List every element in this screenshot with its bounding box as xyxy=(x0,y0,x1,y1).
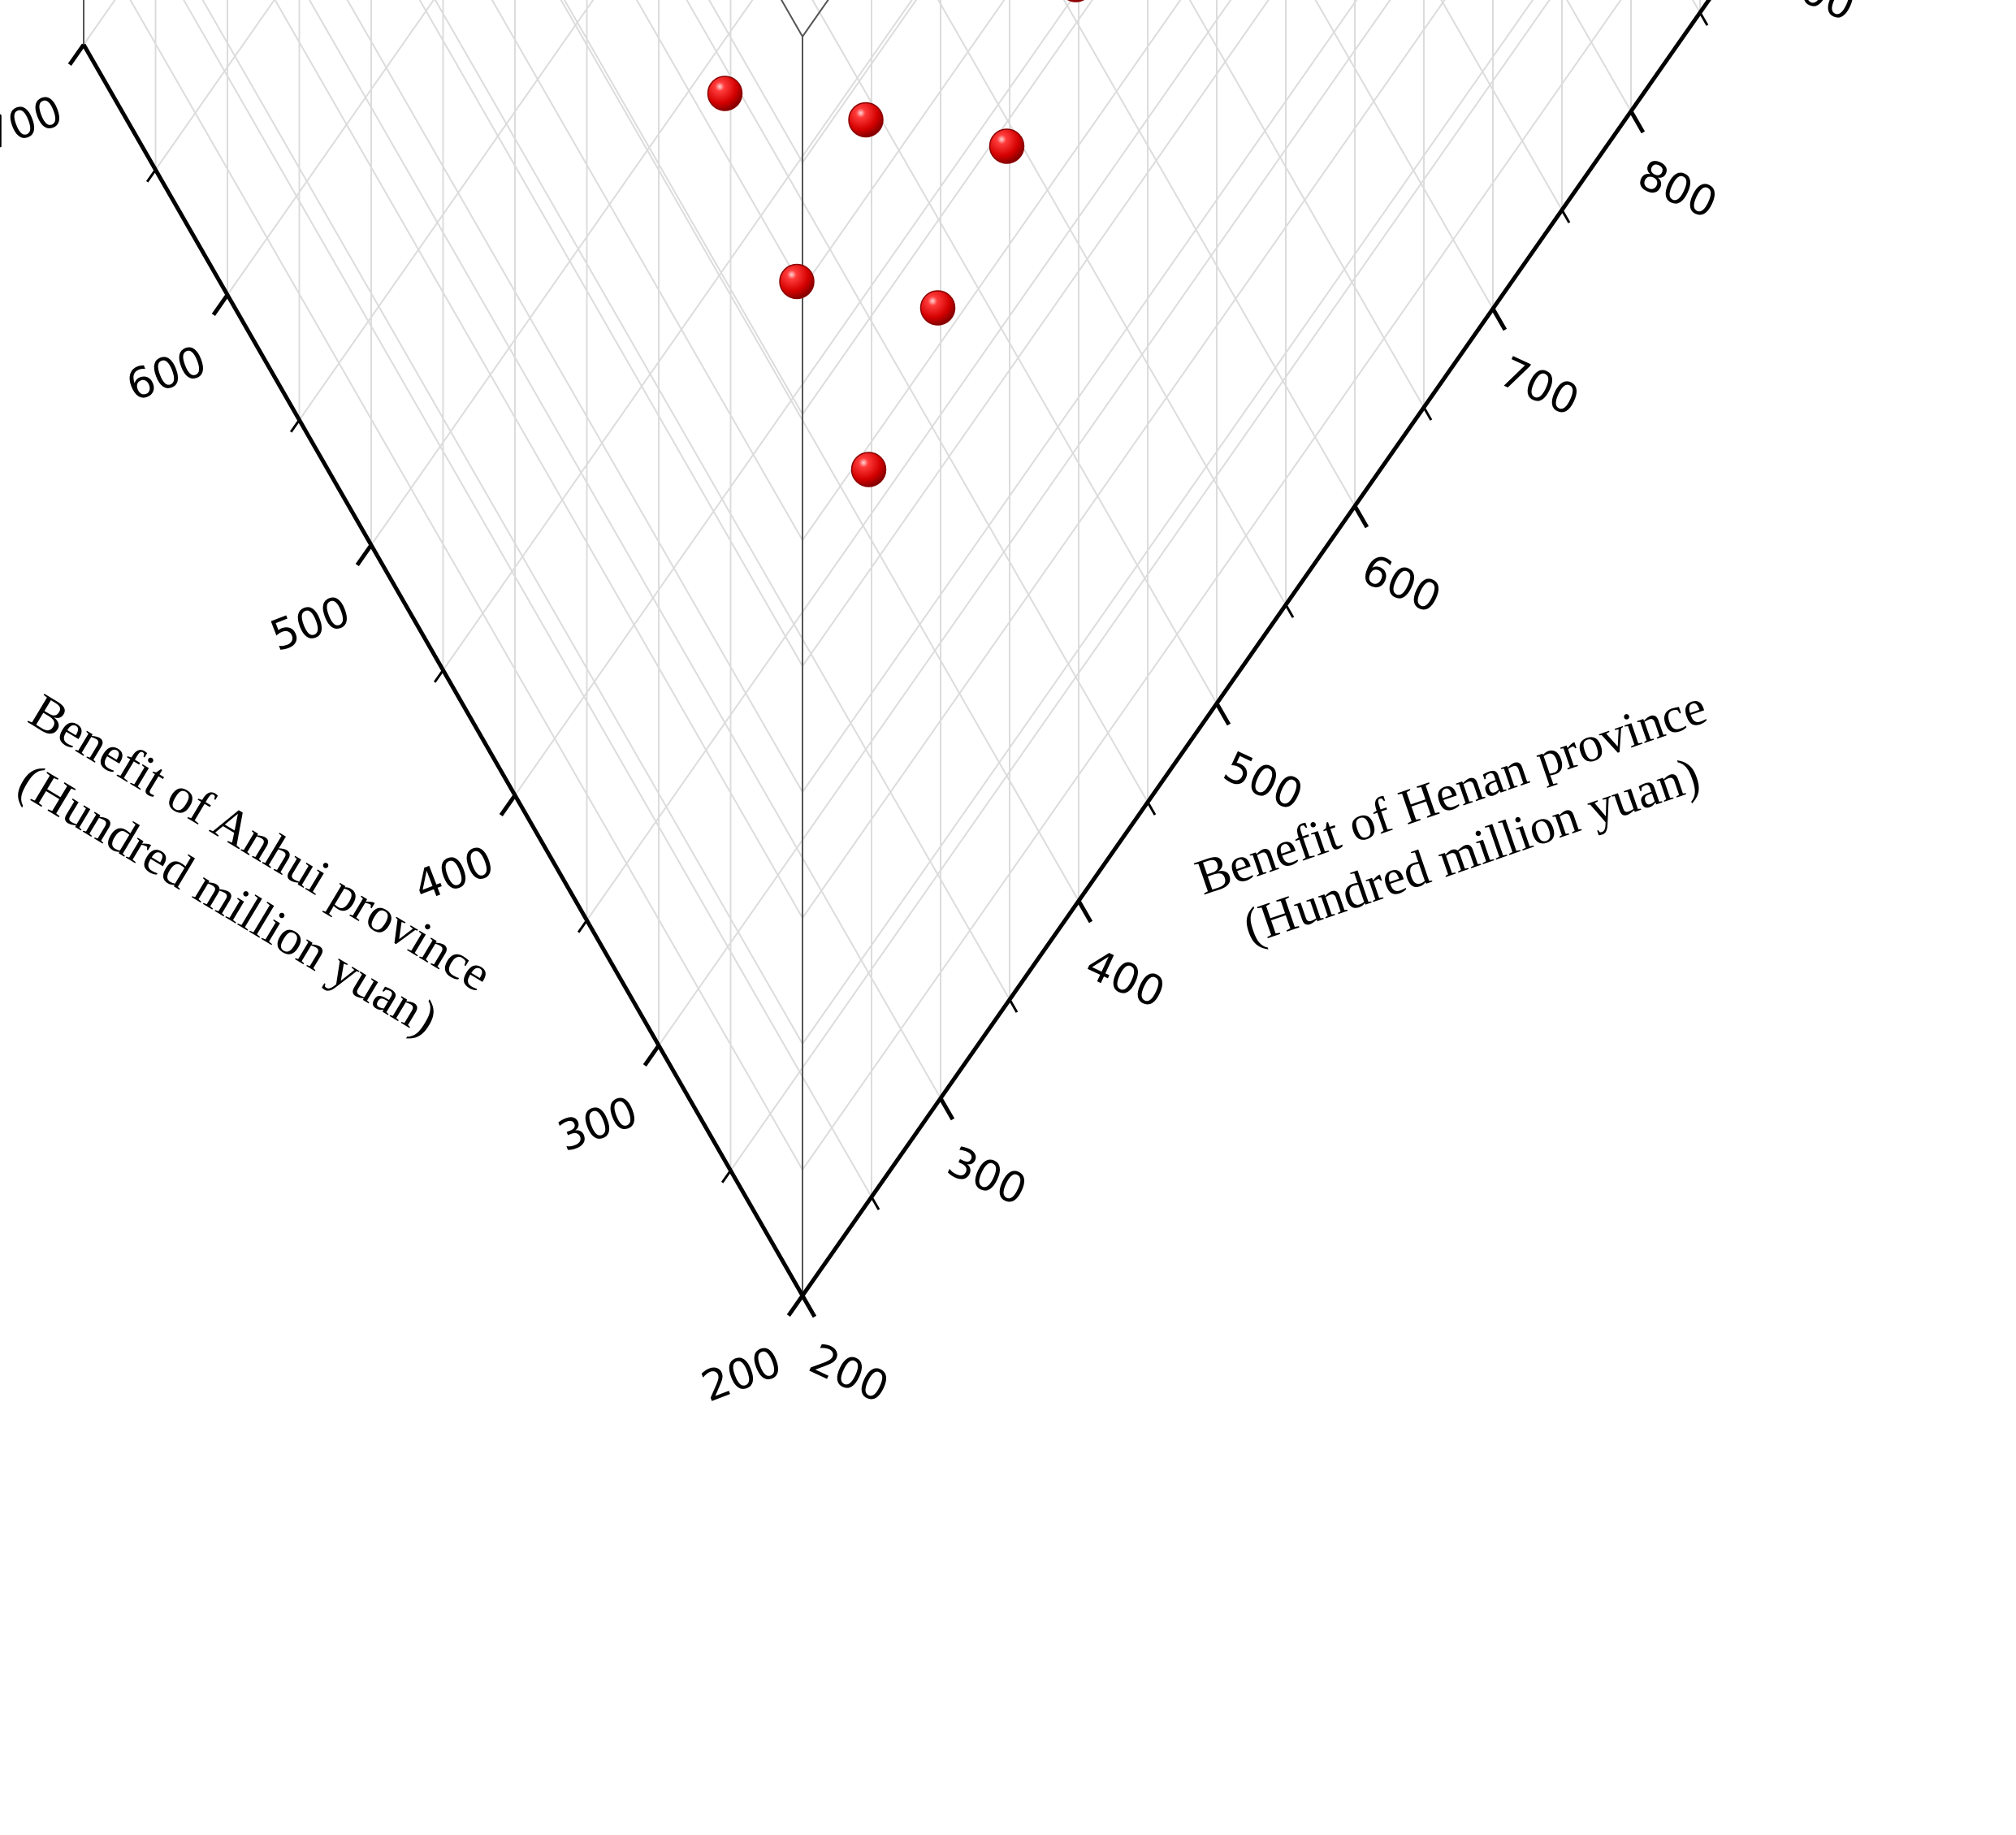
grid-line xyxy=(491,0,803,541)
grid-layer xyxy=(83,0,1711,1296)
y-tick xyxy=(938,1097,955,1121)
y-tick-label: 700 xyxy=(1492,348,1586,426)
x-tick-label: 600 xyxy=(120,337,213,412)
scatter-point xyxy=(1066,0,1085,2)
grid-line xyxy=(442,0,913,671)
grid-line xyxy=(802,0,1182,541)
x-tick xyxy=(720,1170,732,1184)
grid-line xyxy=(1566,0,1632,112)
grid-line xyxy=(937,0,1287,605)
grid-line xyxy=(1314,0,1494,309)
grid-line xyxy=(635,0,803,289)
y-tick xyxy=(1352,504,1369,529)
x-tick-label: 400 xyxy=(408,837,500,912)
y-tick-label: 200 xyxy=(802,1335,895,1413)
grid-line xyxy=(1440,0,1563,210)
y-tick xyxy=(1146,801,1157,816)
y-tick xyxy=(1284,604,1295,618)
x-tick xyxy=(577,920,588,933)
y-tick-label: 400 xyxy=(1078,940,1171,1018)
grid-line xyxy=(227,0,435,296)
y-tick-label: 800 xyxy=(1630,150,1724,228)
y-tick-label: 900 xyxy=(1768,0,1862,31)
grid-line xyxy=(658,0,1391,1046)
grid-line xyxy=(274,0,803,919)
y-tick-label: 500 xyxy=(1216,742,1309,820)
y-tick xyxy=(1490,307,1508,331)
x-tick-label: 500 xyxy=(264,587,357,662)
grid-line xyxy=(802,0,1006,289)
x-tick xyxy=(289,419,301,433)
grid-line xyxy=(418,0,803,667)
y-tick xyxy=(800,1294,817,1318)
grid-line xyxy=(129,0,803,1171)
y-tick-label: 300 xyxy=(940,1137,1033,1215)
grid-line xyxy=(154,0,275,171)
x-tick xyxy=(67,43,86,67)
grid-line xyxy=(298,0,595,421)
y-tick xyxy=(1008,998,1019,1013)
y-tick xyxy=(1629,110,1646,134)
points-layer xyxy=(707,0,1085,487)
labels-layer: 200 300 400 500 600 700 200 300 400 500 600 700 800 9… xyxy=(0,0,1862,1413)
x-tick xyxy=(211,293,230,317)
grid-line xyxy=(308,0,941,1099)
scatter-point xyxy=(848,102,884,138)
x-tick xyxy=(145,169,157,183)
scatter-point xyxy=(779,263,815,300)
y-tick xyxy=(1698,11,1709,26)
grid-line xyxy=(811,0,1218,704)
grid-line xyxy=(514,0,1073,796)
grid-line xyxy=(802,0,1270,667)
grid-line xyxy=(729,0,1551,1171)
grid-line xyxy=(563,0,803,415)
grid-line xyxy=(802,0,1358,793)
grid-line xyxy=(370,0,754,546)
grid-line xyxy=(434,0,1010,1000)
grid-line xyxy=(346,0,803,793)
grid-line xyxy=(183,0,872,1197)
scatter-point xyxy=(989,128,1025,164)
grid-line xyxy=(802,0,1622,1171)
y-tick xyxy=(870,1196,880,1210)
y-tick xyxy=(1076,899,1093,924)
x-tick xyxy=(433,669,444,683)
grid-line xyxy=(802,0,1094,415)
scatter-point xyxy=(707,76,743,111)
x-tick-label: 700 xyxy=(0,87,69,162)
grid-line xyxy=(802,0,1534,1045)
y-tick xyxy=(1560,209,1571,223)
grid-line xyxy=(686,0,1149,803)
x-tick-label: 300 xyxy=(552,1088,644,1162)
x-tick-label: 200 xyxy=(695,1338,788,1413)
x-tick xyxy=(499,794,517,817)
grid-line xyxy=(1188,0,1425,408)
scatter-point xyxy=(919,290,956,326)
x-tick xyxy=(786,1294,805,1318)
y-tick xyxy=(1422,406,1433,421)
x-tick xyxy=(642,1044,661,1067)
grid-line xyxy=(560,0,1079,902)
axes-layer xyxy=(67,0,1711,1318)
y-tick xyxy=(1214,702,1231,726)
grid-line xyxy=(802,0,1446,919)
x-tick xyxy=(355,543,374,567)
grid-line xyxy=(201,0,803,1045)
grid-line xyxy=(1062,0,1356,507)
y-tick-label: 600 xyxy=(1354,545,1447,623)
grid-line xyxy=(1691,0,1701,13)
scatter-point xyxy=(850,452,887,487)
